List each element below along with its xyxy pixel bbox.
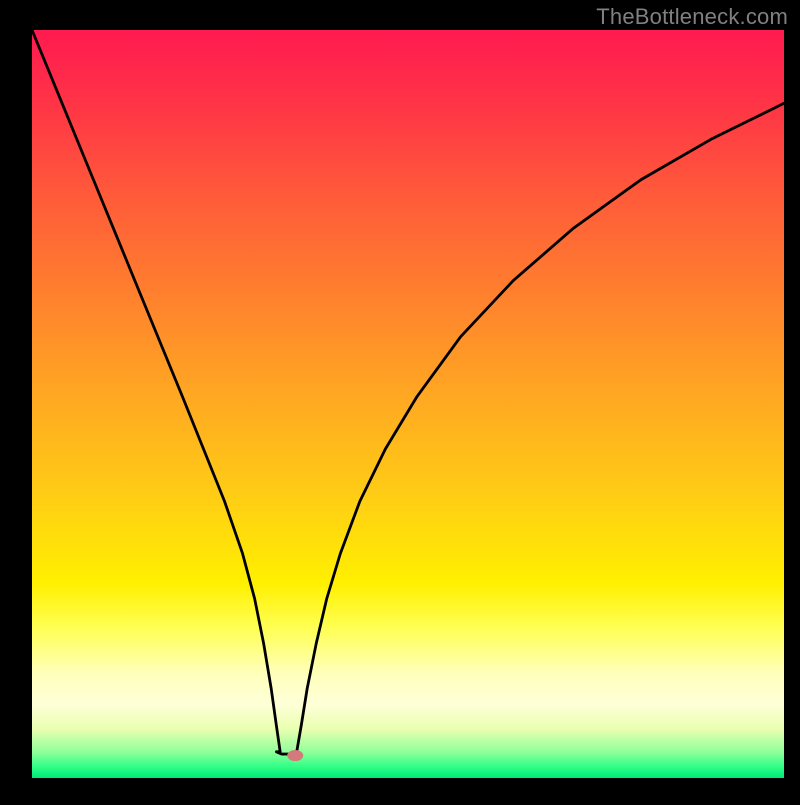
chart-svg — [0, 0, 800, 800]
bottleneck-chart — [0, 0, 800, 800]
watermark-label: TheBottleneck.com — [596, 4, 788, 30]
